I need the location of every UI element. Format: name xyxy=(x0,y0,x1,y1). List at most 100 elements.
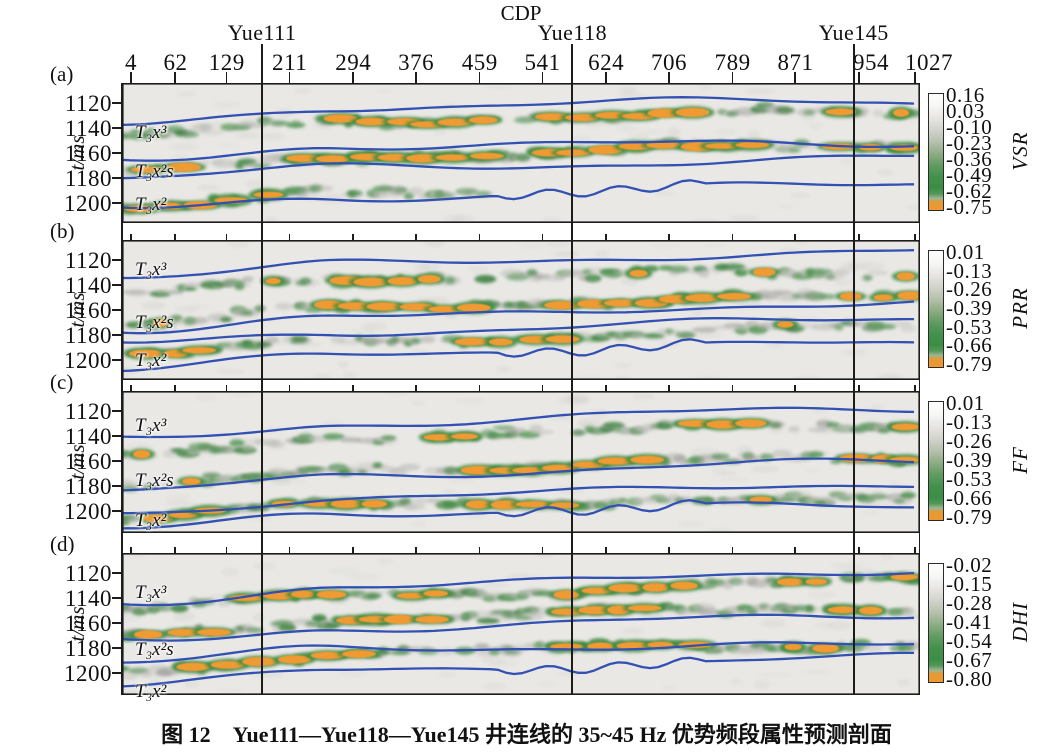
colorbar-title-ff: FF xyxy=(1008,446,1032,474)
x-tick xyxy=(415,385,417,391)
colorbar-title-vsr: VSR xyxy=(1008,131,1032,171)
colorbar-d xyxy=(928,563,944,683)
y-tick xyxy=(112,334,122,336)
x-tick xyxy=(478,385,481,391)
horizon-label-t3x2s: T₃x²s xyxy=(135,161,174,182)
horizon-label-t3x2: T₃x² xyxy=(135,350,167,371)
colorbar-tick-label: -0.53 xyxy=(946,314,993,339)
x-tick xyxy=(225,234,228,240)
x-tick xyxy=(731,234,734,240)
x-tick xyxy=(352,547,354,553)
x-tick-label: 376 xyxy=(398,50,435,75)
x-tick xyxy=(794,547,797,553)
x-tick xyxy=(794,385,797,391)
horizon-line-1 xyxy=(121,96,915,127)
x-tick xyxy=(478,234,481,240)
colorbar-tick-label: -0.66 xyxy=(946,486,993,510)
y-tick-label: 1160 xyxy=(64,449,112,474)
x-axis-title: CDP xyxy=(500,1,542,25)
x-tick xyxy=(667,72,670,83)
panel-b-seismic-canvas xyxy=(112,238,927,383)
x-tick xyxy=(225,385,228,391)
x-tick xyxy=(225,72,228,83)
y-tick-label: 1140 xyxy=(64,116,112,141)
x-tick xyxy=(541,385,544,391)
y-tick-label: 1160 xyxy=(64,611,112,636)
horizon-label-t3x2: T₃x² xyxy=(135,194,167,215)
x-tick xyxy=(794,72,797,83)
y-tick xyxy=(112,284,122,286)
x-tick xyxy=(667,547,670,553)
colorbar-tick-label: -0.53 xyxy=(946,467,993,491)
x-tick xyxy=(174,547,177,553)
x-tick-label: 1027 xyxy=(905,50,953,75)
x-tick xyxy=(415,547,417,553)
horizon-label-t3x2s: T₃x²s xyxy=(135,312,174,333)
horizon-line-2 xyxy=(121,457,915,492)
colorbar-tick-label: -0.23 xyxy=(946,131,993,155)
y-tick-label: 1200 xyxy=(64,499,112,524)
y-tick xyxy=(112,127,122,129)
x-tick xyxy=(415,234,417,240)
colorbar-tick-label: -0.79 xyxy=(946,505,993,529)
colorbar-tick-label: -0.10 xyxy=(946,115,993,139)
figure-caption: 图 12 Yue111—Yue118—Yue145 井连线的 35~45 Hz … xyxy=(161,722,892,747)
well-label-yue145: Yue145 xyxy=(818,20,889,45)
colorbar-tick-label: -0.39 xyxy=(946,296,993,320)
y-tick xyxy=(112,572,122,574)
panel-c-section: T₃x³ T₃x²s T₃x² xyxy=(110,389,926,538)
x-tick xyxy=(478,547,481,553)
y-tick xyxy=(112,202,122,204)
horizon-line-3 xyxy=(121,154,914,180)
x-tick xyxy=(288,547,291,553)
horizon-label-t3x2s: T₃x²s xyxy=(135,470,174,491)
y-tick-label: 1180 xyxy=(64,166,112,191)
panel-frame-right xyxy=(918,83,921,695)
x-tick-label: 541 xyxy=(524,50,561,75)
colorbar-tick-label: -0.02 xyxy=(946,553,993,577)
horizon-line-4 xyxy=(121,499,915,530)
panel-label-b: (b) xyxy=(50,219,75,243)
x-tick xyxy=(605,547,607,553)
y-tick xyxy=(112,359,122,361)
colorbar-tick-label: -0.28 xyxy=(946,591,993,615)
x-tick xyxy=(914,234,916,240)
y-tick xyxy=(112,152,122,154)
y-tick-label: 1180 xyxy=(64,323,112,348)
horizon-label-t3x3: T₃x³ xyxy=(135,122,167,143)
x-tick xyxy=(667,385,670,391)
x-tick xyxy=(130,72,132,83)
x-tick-label: 871 xyxy=(777,50,814,75)
x-tick-label: 789 xyxy=(714,50,751,75)
x-tick xyxy=(858,547,860,553)
x-tick xyxy=(174,72,177,83)
y-tick xyxy=(112,622,122,624)
y-tick-label: 1200 xyxy=(64,661,112,686)
y-tick-label: 1200 xyxy=(64,348,112,373)
x-tick-label: 4 xyxy=(125,50,137,75)
y-tick-label: 1160 xyxy=(64,141,112,166)
colorbar-b xyxy=(928,250,944,368)
colorbar-tick-label: -0.79 xyxy=(946,352,993,376)
horizon-label-t3x3: T₃x³ xyxy=(135,582,167,603)
panel-c-seismic-canvas xyxy=(110,389,926,538)
x-tick xyxy=(130,547,132,553)
panel-label-c: (c) xyxy=(50,370,74,394)
y-tick xyxy=(112,259,122,261)
colorbar-tick-label: -0.75 xyxy=(946,195,993,219)
y-tick-label: 1120 xyxy=(64,248,112,273)
x-tick xyxy=(914,72,916,83)
colorbar-tick-label: 0.16 xyxy=(946,83,985,107)
panel-a-section: T₃x³ T₃x²s T₃x² xyxy=(109,83,931,225)
horizon-line-3 xyxy=(122,484,915,515)
colorbar-tick-label: -0.80 xyxy=(946,667,993,691)
y-tick xyxy=(112,102,122,104)
colorbar-tick-label: 0.01 xyxy=(946,391,985,415)
x-tick xyxy=(225,547,228,553)
panel-d-seismic-canvas xyxy=(109,548,928,697)
x-tick-label: 624 xyxy=(588,50,625,75)
colorbar-c xyxy=(928,401,944,521)
y-tick-label: 1120 xyxy=(64,91,112,116)
horizon-label-t3x2: T₃x² xyxy=(135,510,167,531)
